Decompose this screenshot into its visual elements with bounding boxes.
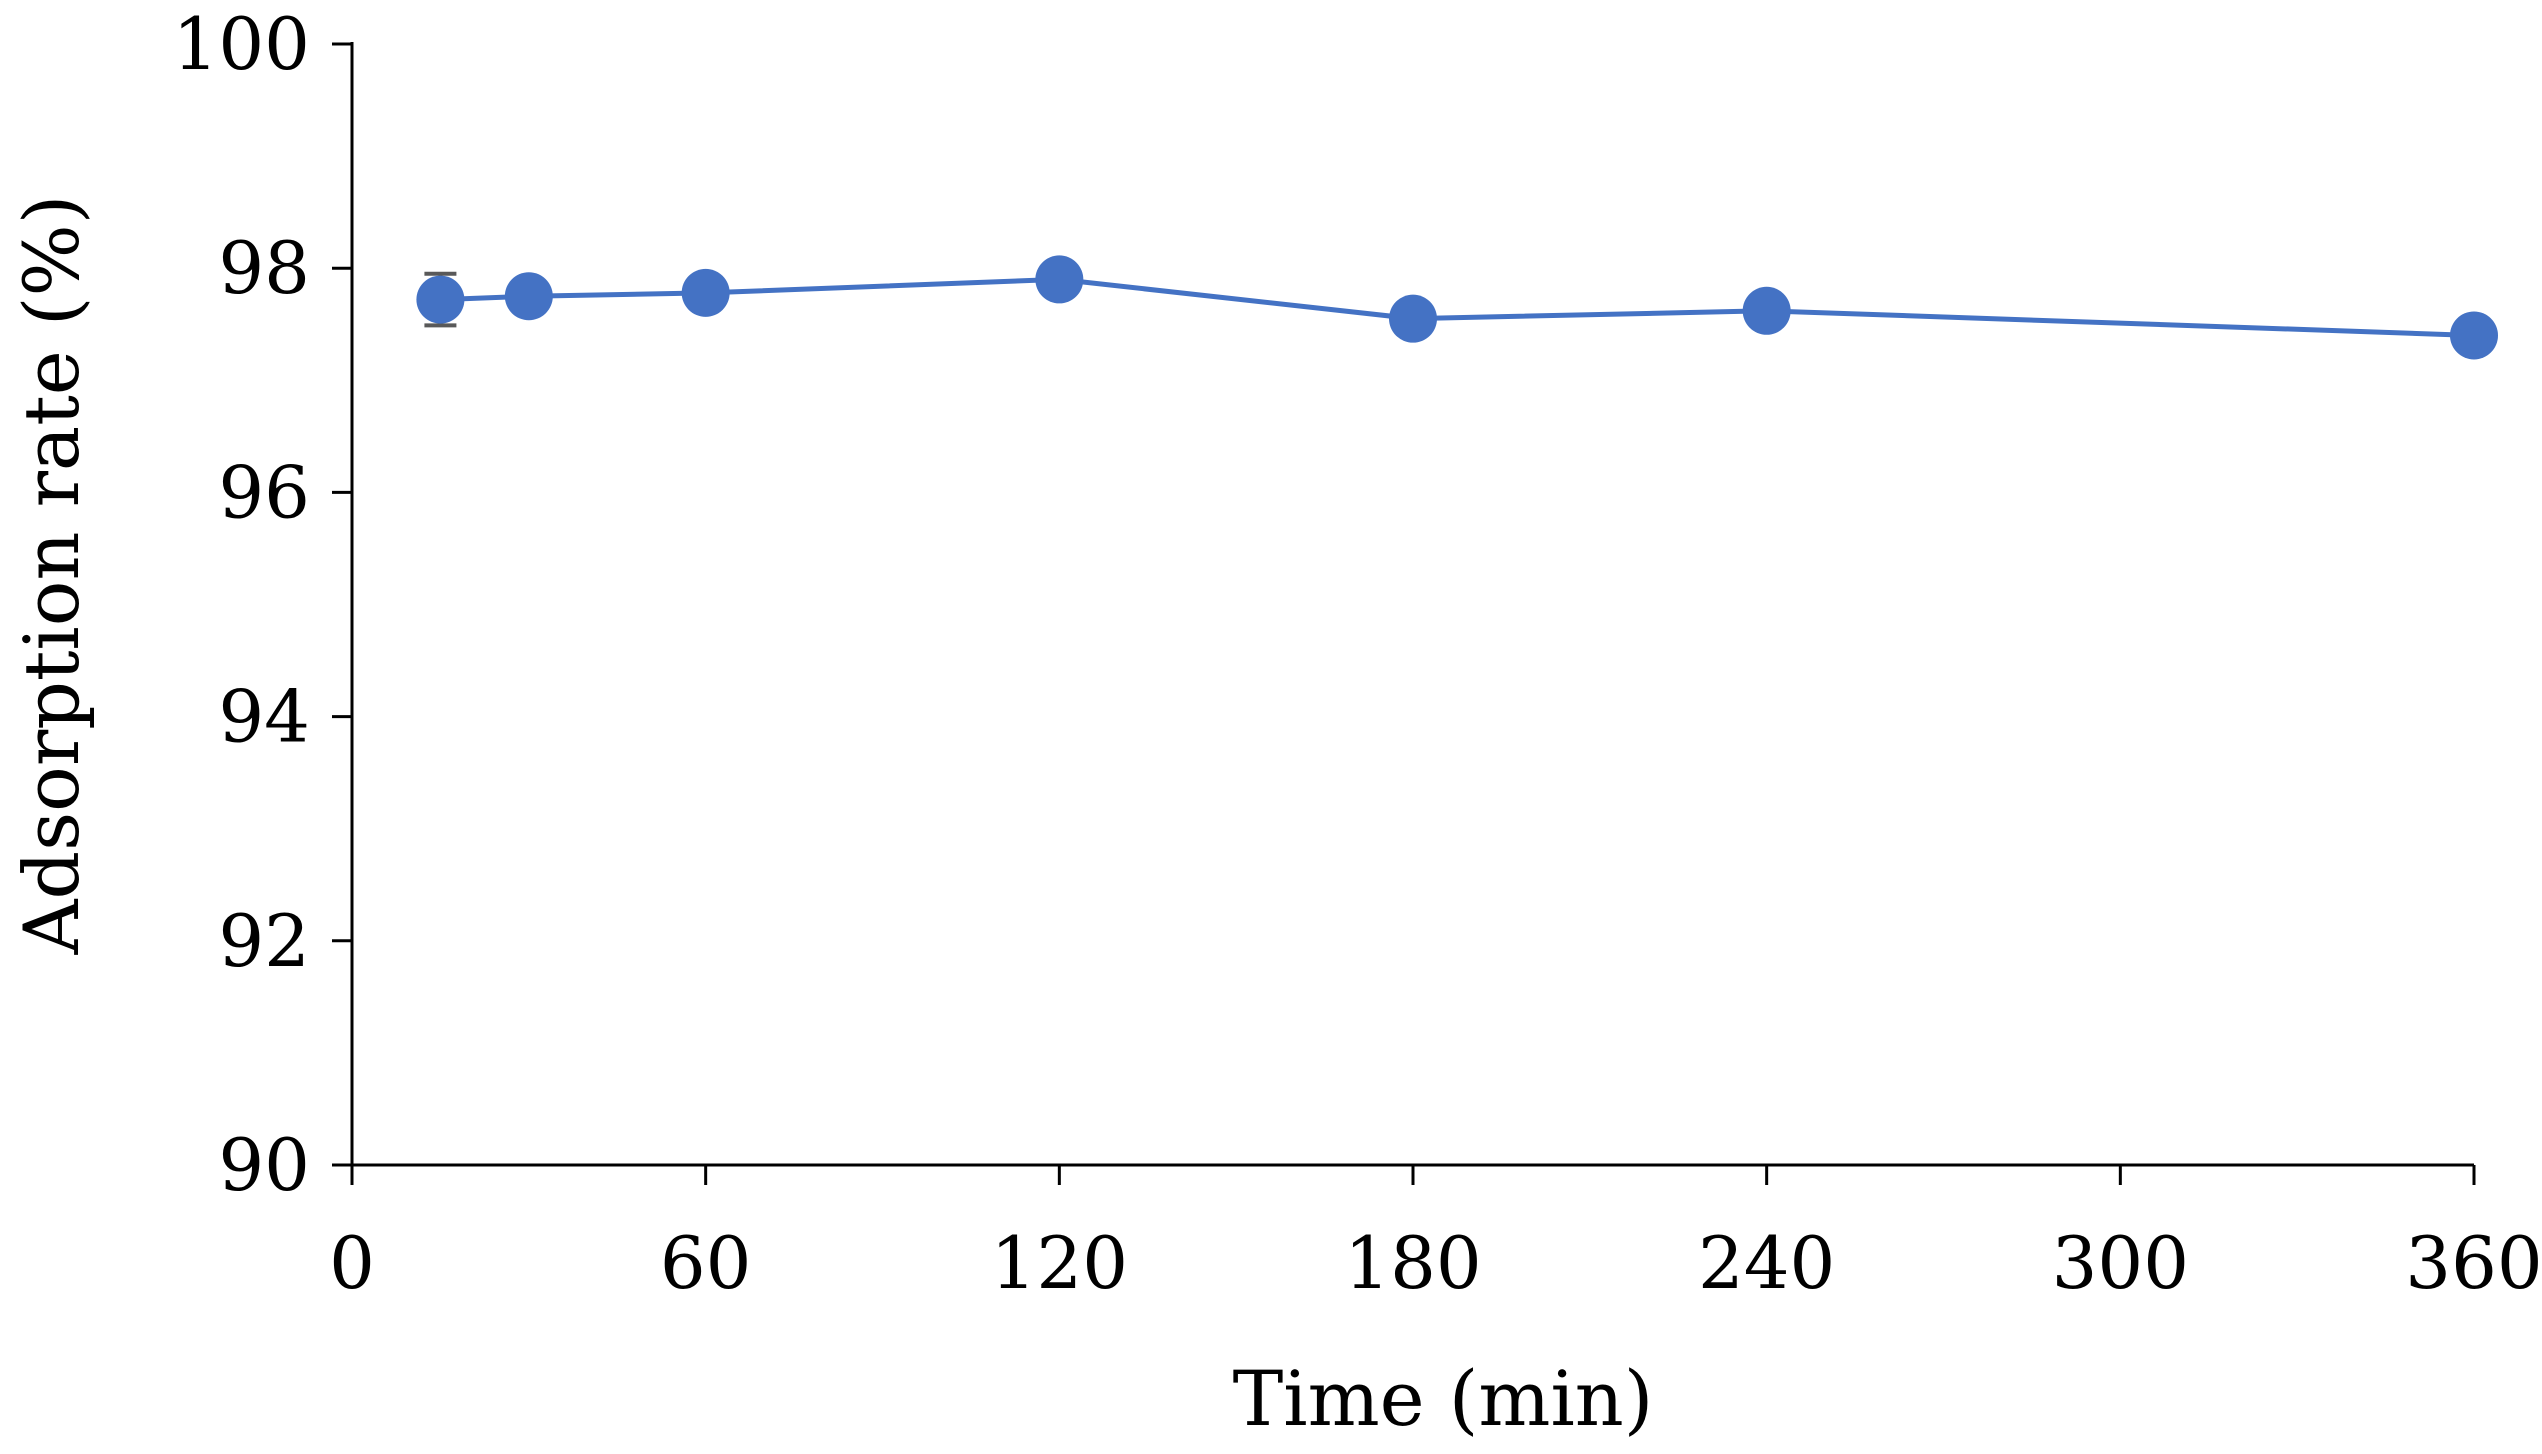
y-tick-label: 96 [218, 450, 310, 534]
y-tick-label: 100 [173, 2, 310, 86]
x-axis-title: Time (min) [1233, 1354, 1654, 1443]
x-tick-label: 360 [2405, 1221, 2542, 1305]
y-axis-title: Adsorption rate (%) [7, 195, 96, 956]
series-layer [416, 255, 2498, 360]
y-tick-label: 94 [218, 675, 310, 759]
series-line [440, 276, 2475, 338]
data-point [504, 272, 553, 321]
data-point [1742, 286, 1791, 335]
x-tick-label: 0 [329, 1221, 375, 1305]
axes [332, 42, 2476, 1185]
tick-labels: 90 92 94 96 98 100 0 60 120 180 240 300 360 [173, 2, 2542, 1305]
x-tick-label: 300 [2052, 1221, 2189, 1305]
y-tick-label: 90 [218, 1123, 310, 1207]
x-tick-label: 180 [1344, 1221, 1481, 1305]
data-point [681, 268, 730, 317]
data-point [2450, 311, 2498, 360]
y-tick-label: 92 [218, 899, 310, 983]
x-tick-label: 120 [991, 1221, 1128, 1305]
data-point [1035, 255, 1084, 304]
y-tick-label: 98 [218, 226, 310, 310]
x-tick-label: 240 [1698, 1221, 1835, 1305]
x-tick-label: 60 [660, 1221, 752, 1305]
data-point [1389, 294, 1437, 343]
data-point [416, 275, 465, 324]
